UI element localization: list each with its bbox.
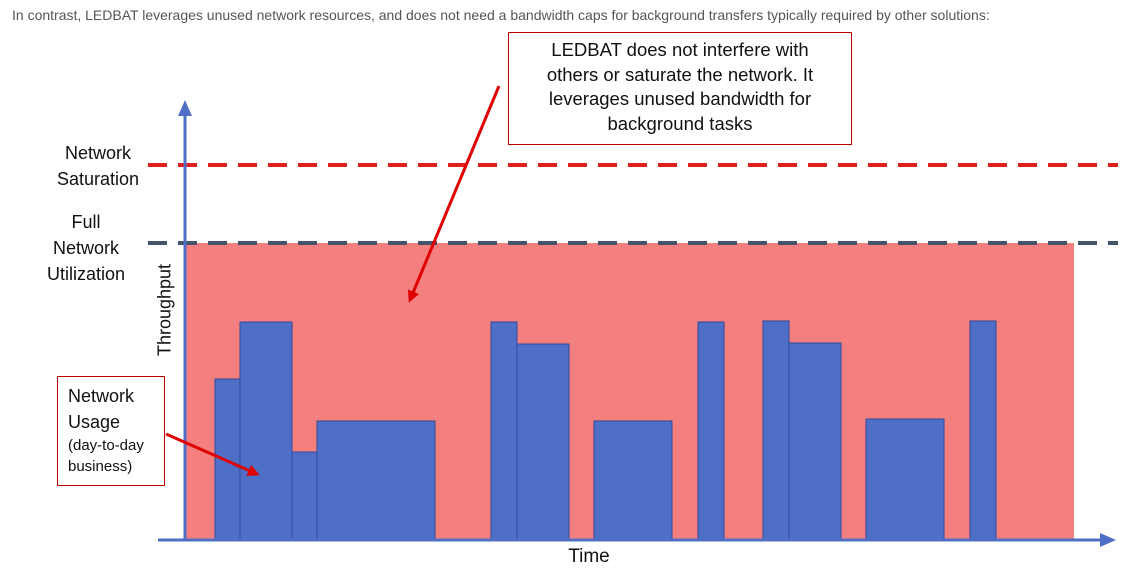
- ledbat-callout: LEDBAT does not interfere with others or…: [508, 32, 852, 145]
- ledbat-callout-arrow: [407, 85, 501, 303]
- full-utilization-label: Full Network Utilization: [36, 209, 136, 287]
- ledbat-callout-line: others or saturate the network. It: [546, 63, 814, 85]
- usage-bar: [516, 343, 570, 541]
- usage-bar: [291, 451, 318, 541]
- network-usage-callout: Network Usage (day-to-day business): [57, 376, 165, 486]
- usage-bar: [865, 418, 945, 541]
- x-axis-label: Time: [568, 546, 610, 567]
- ledbat-callout-line: LEDBAT does not interfere with: [551, 39, 809, 60]
- usage-bars: [214, 320, 997, 541]
- usage-bar: [969, 320, 997, 541]
- usage-bar: [490, 321, 518, 541]
- network-saturation-label: Network Saturation: [48, 140, 148, 192]
- usage-bar: [593, 420, 673, 541]
- y-axis-arrowhead: [178, 100, 192, 116]
- x-axis-arrowhead: [1100, 533, 1116, 547]
- usage-bar: [316, 420, 436, 541]
- network-saturation-label-line: Saturation: [56, 169, 140, 189]
- ledbat-callout-line: background tasks: [607, 112, 753, 134]
- usage-bar: [762, 320, 790, 541]
- full-utilization-label-line: Full: [71, 212, 101, 232]
- usage-bar: [697, 321, 725, 541]
- full-utilization-label-line: Network: [52, 238, 119, 258]
- usage-callout-title-line: Network: [68, 386, 135, 406]
- usage-bar: [788, 342, 842, 541]
- usage-callout-subtitle-line: business): [68, 458, 133, 475]
- full-utilization-label-line: Utilization: [46, 264, 126, 284]
- usage-callout-subtitle-line: (day-to-day: [68, 437, 144, 454]
- caption-text: In contrast, LEDBAT leverages unused net…: [12, 7, 990, 23]
- usage-callout-arrow: [165, 432, 260, 476]
- network-saturation-label-line: Network: [64, 143, 131, 163]
- y-axis-label: Throughput: [154, 263, 175, 357]
- ledbat-callout-line: leverages unused bandwidth for: [548, 88, 812, 109]
- usage-bar: [239, 321, 293, 541]
- usage-callout-title-line: Usage: [68, 412, 121, 432]
